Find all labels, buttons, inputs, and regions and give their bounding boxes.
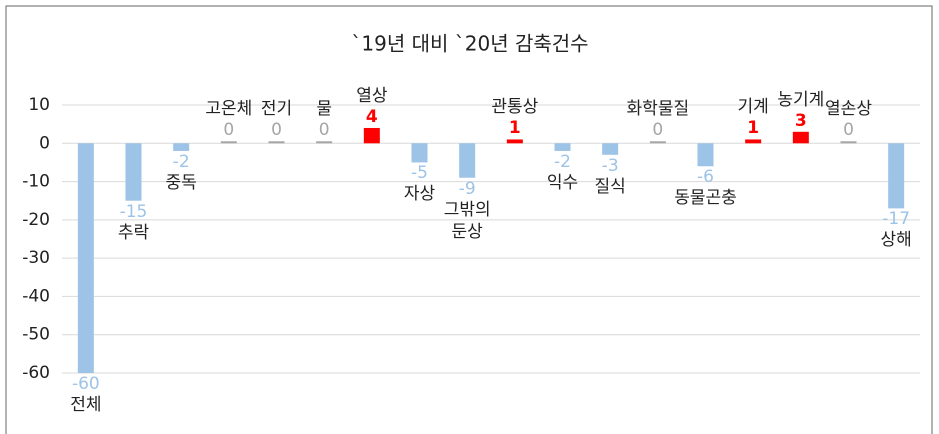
category-label: 자상 <box>403 184 436 205</box>
category-label: 상해 <box>880 230 912 251</box>
y-tick-label: -30 <box>22 248 50 268</box>
category-label: 전체 <box>70 395 102 415</box>
category-label: 열손상 <box>825 99 872 120</box>
category-label: 기계 <box>737 97 769 118</box>
category-label: 화학물질 <box>626 99 690 120</box>
value-label: -2 <box>172 151 190 172</box>
bar <box>840 141 857 144</box>
value-label: 1 <box>508 118 521 139</box>
bar <box>792 131 809 144</box>
frame <box>5 5 933 434</box>
bar <box>506 139 523 144</box>
bar <box>888 143 905 209</box>
bar <box>220 141 237 144</box>
bar <box>316 141 333 144</box>
y-tick-label: 0 <box>39 133 50 153</box>
y-tick-label: -60 <box>22 363 50 383</box>
bar <box>268 141 285 144</box>
bar <box>745 139 762 144</box>
value-label: 1 <box>747 118 760 139</box>
value-label: -9 <box>458 178 476 199</box>
category-label: 물 <box>316 99 332 120</box>
y-tick-label: -20 <box>22 210 50 230</box>
category-label: 관통상 <box>491 97 539 118</box>
category-label: 질식 <box>594 176 626 197</box>
y-tick-label: -40 <box>22 286 50 306</box>
bar <box>602 143 619 155</box>
category-label: 열상 <box>356 85 388 106</box>
y-tick-label: 10 <box>28 95 50 115</box>
bar <box>411 143 428 163</box>
bar <box>125 143 142 201</box>
value-label: 4 <box>365 106 378 127</box>
bar <box>649 141 666 144</box>
value-label: -17 <box>882 209 911 230</box>
chart-title: `19년 대비 `20년 감축건수 <box>351 32 588 56</box>
value-label: -60 <box>71 374 100 394</box>
category-label: 동물곤충 <box>674 188 737 209</box>
value-label: 0 <box>318 120 330 141</box>
value-label: -3 <box>601 155 619 176</box>
category-label: 추락 <box>117 222 150 243</box>
category-label: 전기 <box>260 99 293 120</box>
value-label: -5 <box>411 163 428 184</box>
value-label: 0 <box>223 120 235 141</box>
y-tick-label: -10 <box>22 172 50 192</box>
bar <box>363 127 380 144</box>
category-label: 고온체 <box>205 99 253 120</box>
value-label: 0 <box>271 120 282 141</box>
category-label: 그밖의 둔상 <box>443 199 491 242</box>
value-label: -2 <box>554 151 571 172</box>
value-label: -6 <box>697 167 714 188</box>
value-label: 0 <box>652 120 664 141</box>
bar <box>554 143 571 151</box>
value-label: 0 <box>843 120 854 141</box>
bar <box>173 143 190 151</box>
category-label: 농기계 <box>777 89 825 110</box>
value-label: -15 <box>119 201 148 222</box>
bar <box>77 143 94 373</box>
bar <box>459 143 476 178</box>
category-label: 중독 <box>165 172 197 193</box>
bar <box>697 143 714 167</box>
value-label: 3 <box>794 110 807 131</box>
y-tick-label: -50 <box>22 325 50 345</box>
category-label: 익수 <box>546 172 579 193</box>
